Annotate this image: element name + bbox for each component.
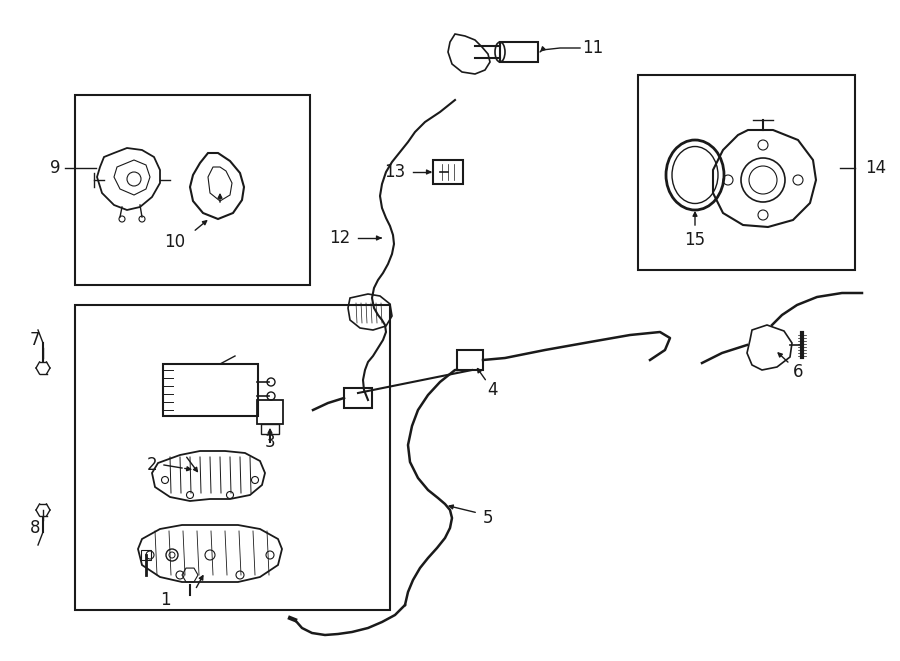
Text: 12: 12	[328, 229, 350, 247]
Text: 4: 4	[487, 381, 497, 399]
Bar	[75, 95, 310, 285]
Text: 13: 13	[383, 163, 405, 181]
Bar	[261, 424, 279, 434]
Bar	[257, 400, 283, 424]
Text: 9: 9	[50, 159, 60, 177]
Bar	[433, 160, 463, 184]
Bar	[457, 350, 483, 370]
Text: 14: 14	[865, 159, 886, 177]
Text: 6: 6	[793, 363, 803, 381]
Bar	[344, 388, 372, 408]
Bar	[163, 364, 258, 416]
Polygon shape	[208, 167, 232, 201]
Text: 3: 3	[265, 433, 275, 451]
Text: 5: 5	[482, 509, 493, 527]
Text: 7: 7	[30, 331, 40, 349]
Text: 11: 11	[582, 39, 603, 57]
Text: 1: 1	[159, 591, 170, 609]
Text: 2: 2	[147, 456, 158, 474]
Bar	[141, 550, 151, 560]
Text: 10: 10	[165, 233, 185, 251]
Bar	[638, 75, 855, 270]
Bar	[500, 42, 538, 62]
Text: 8: 8	[30, 519, 40, 537]
Bar	[75, 305, 390, 610]
Text: 15: 15	[684, 231, 706, 249]
